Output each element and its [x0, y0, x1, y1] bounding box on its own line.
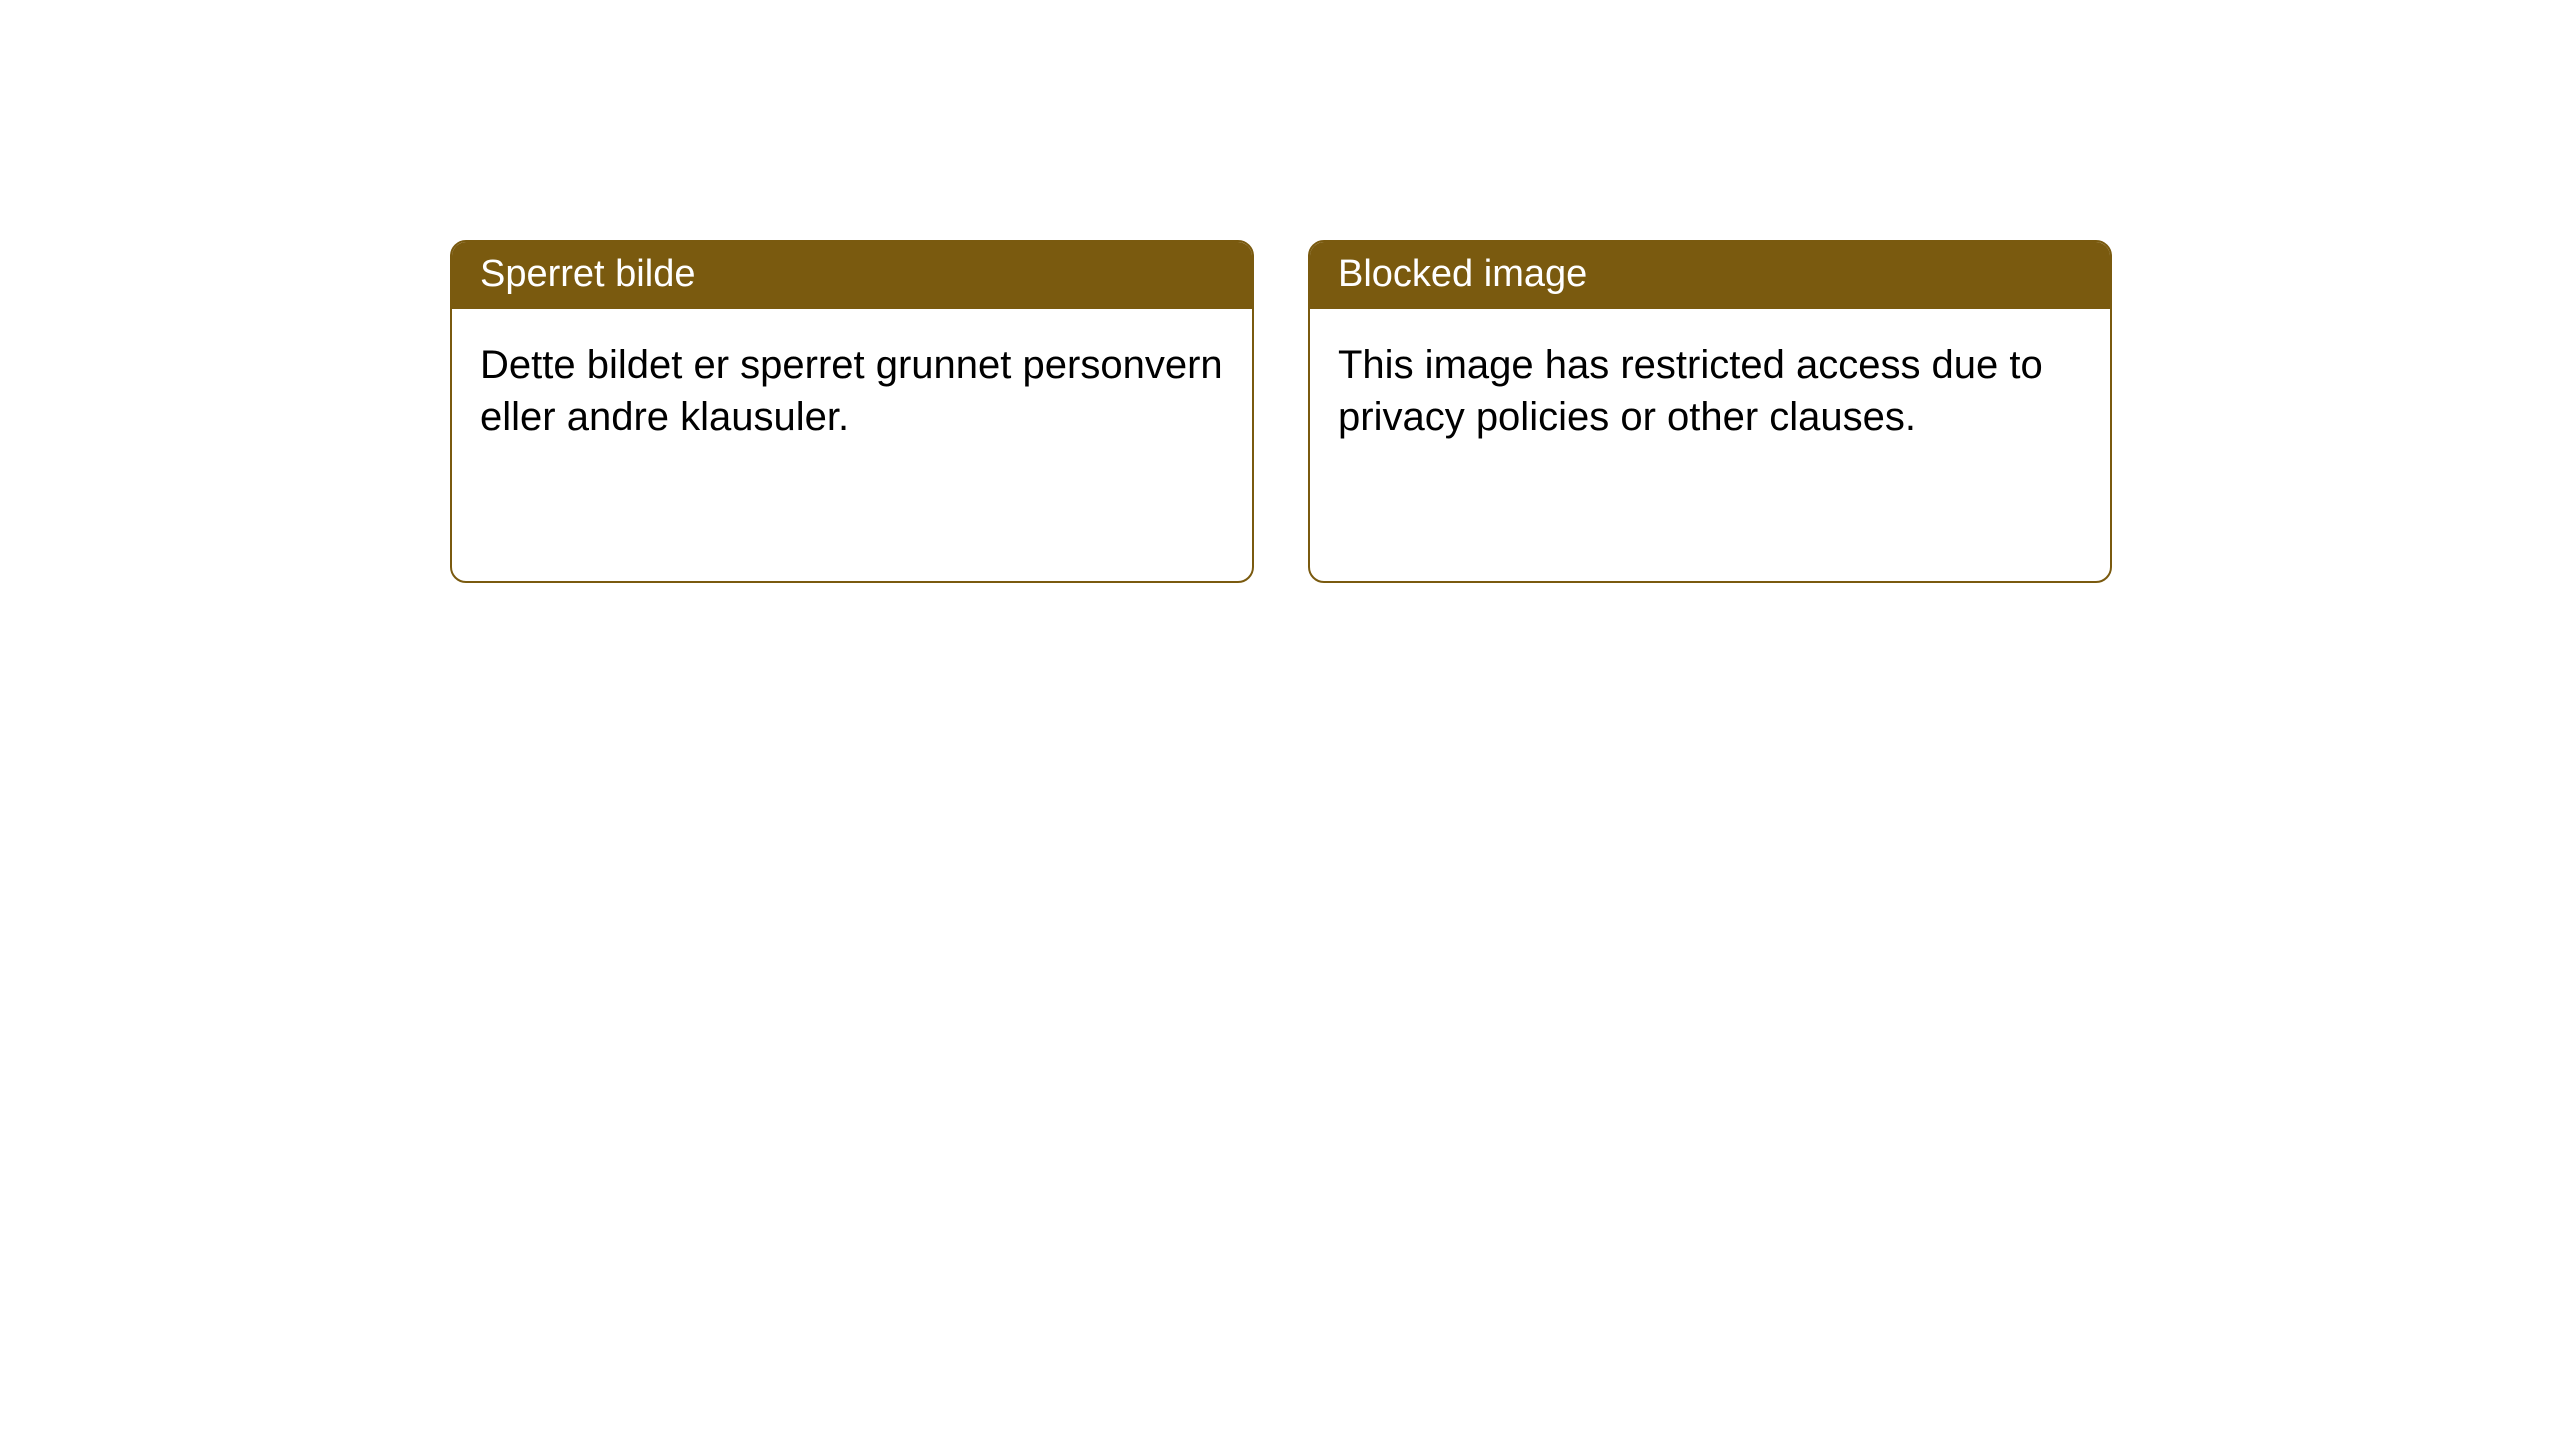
- infobox-header: Sperret bilde: [452, 242, 1252, 309]
- infobox-english: Blocked image This image has restricted …: [1308, 240, 2112, 583]
- infobox-norwegian: Sperret bilde Dette bildet er sperret gr…: [450, 240, 1254, 583]
- infobox-body: Dette bildet er sperret grunnet personve…: [452, 309, 1252, 581]
- infobox-container: Sperret bilde Dette bildet er sperret gr…: [450, 240, 2112, 583]
- infobox-body: This image has restricted access due to …: [1310, 309, 2110, 581]
- infobox-header: Blocked image: [1310, 242, 2110, 309]
